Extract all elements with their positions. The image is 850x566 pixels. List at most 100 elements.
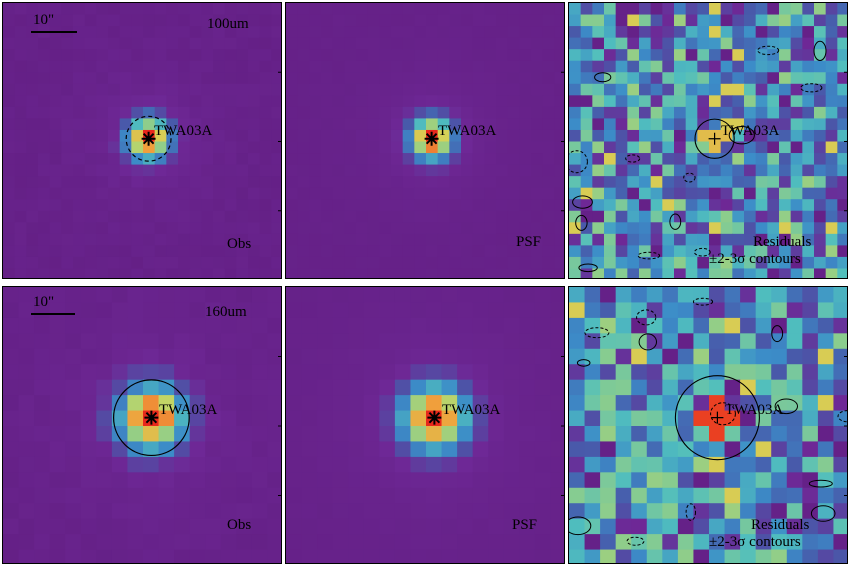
heatmap-cell xyxy=(732,26,745,39)
heatmap-cell xyxy=(259,3,272,16)
heatmap-cell xyxy=(817,364,835,381)
heatmap-cell xyxy=(414,210,427,223)
heatmap-cell xyxy=(426,534,443,551)
heatmap-cell xyxy=(779,245,792,258)
heatmap-cell xyxy=(779,210,792,223)
heatmap-cell xyxy=(580,164,593,177)
heatmap-cell xyxy=(604,245,617,258)
heatmap-cell xyxy=(569,60,582,73)
heatmap-cell xyxy=(259,222,272,235)
heatmap-cell xyxy=(580,49,593,62)
heatmap-cell xyxy=(356,129,369,143)
heatmap-cell xyxy=(414,129,427,143)
heatmap-cell xyxy=(111,333,129,350)
heatmap-cell xyxy=(143,333,160,350)
heatmap-cell xyxy=(111,472,129,489)
heatmap-cell xyxy=(108,118,121,131)
heatmap-cell xyxy=(286,256,299,270)
heatmap-cell xyxy=(650,176,663,189)
heatmap-cell xyxy=(297,222,310,235)
heatmap-cell xyxy=(755,233,768,246)
heatmap-cell xyxy=(49,95,62,108)
heatmap-cell xyxy=(297,164,310,177)
heatmap-cell xyxy=(65,364,82,381)
heatmap-cell xyxy=(379,472,396,489)
heatmap-cell xyxy=(158,287,175,304)
heatmap-cell xyxy=(309,83,322,96)
heatmap-cell xyxy=(426,456,443,473)
heatmap-cell xyxy=(519,106,532,120)
heatmap-cell xyxy=(391,106,404,120)
heatmap-cell xyxy=(677,395,695,412)
heatmap-cell xyxy=(825,164,838,177)
heatmap-cell xyxy=(732,176,745,189)
heatmap-cell xyxy=(332,26,345,39)
heatmap-cell xyxy=(426,379,443,396)
heatmap-cell xyxy=(837,222,847,235)
heatmap-cell xyxy=(662,106,675,120)
heatmap-cell xyxy=(220,518,237,535)
heatmap-cell xyxy=(569,153,582,166)
heatmap-cell xyxy=(108,72,121,85)
heatmap-cell xyxy=(213,141,226,154)
heatmap-cell xyxy=(363,333,380,350)
heatmap-cell xyxy=(554,72,564,85)
heatmap-cell xyxy=(108,222,121,235)
heatmap-cell xyxy=(224,153,237,166)
heatmap-cell xyxy=(363,395,380,412)
heatmap-cell xyxy=(3,3,16,16)
heatmap-cell xyxy=(127,487,144,504)
heatmap-cell xyxy=(363,379,380,396)
heatmap-cell xyxy=(662,410,679,427)
heatmap-cell xyxy=(26,95,39,108)
heatmap-cell xyxy=(426,441,443,458)
heatmap-cell xyxy=(80,426,97,443)
heatmap-cell xyxy=(131,210,144,223)
heatmap-cell xyxy=(709,426,726,443)
heatmap-cell xyxy=(457,441,474,458)
heatmap-cell xyxy=(449,60,462,73)
heatmap-cell xyxy=(259,233,272,246)
heatmap-cell xyxy=(662,199,675,212)
heatmap-cell xyxy=(321,176,334,189)
heatmap-cell xyxy=(410,472,427,489)
heatmap-cell xyxy=(457,503,474,520)
heatmap-cell xyxy=(472,26,485,39)
heatmap-cell xyxy=(600,348,617,365)
heatmap-cell xyxy=(317,410,334,427)
heatmap-cell xyxy=(236,503,253,520)
heatmap-cell xyxy=(441,379,458,396)
heatmap-cell xyxy=(96,60,109,73)
heatmap-cell xyxy=(332,233,345,246)
heatmap-cell xyxy=(166,268,179,278)
heatmap-cell xyxy=(309,72,322,85)
heatmap-cell xyxy=(709,395,726,412)
heatmap-cell xyxy=(344,268,357,278)
heatmap-cell xyxy=(321,60,334,73)
heatmap-cell xyxy=(531,118,544,131)
heatmap-cell xyxy=(569,164,582,177)
heatmap-cell xyxy=(14,164,27,177)
heatmap-cell xyxy=(744,222,757,235)
heatmap-cell xyxy=(49,164,62,177)
heatmap-cell xyxy=(519,287,536,304)
heatmap-cell xyxy=(449,141,462,154)
heatmap-cell xyxy=(96,364,113,381)
heatmap-cell xyxy=(178,26,191,39)
heatmap-cell xyxy=(472,518,489,535)
heatmap-cell xyxy=(779,256,792,270)
heatmap-cell xyxy=(297,233,310,246)
heatmap-cell xyxy=(348,333,365,350)
heatmap-cell xyxy=(592,153,605,166)
heatmap-cell xyxy=(402,268,415,278)
heatmap-cell xyxy=(802,164,815,177)
heatmap-cell xyxy=(143,395,160,412)
heatmap-cell xyxy=(615,233,628,246)
heatmap-cell xyxy=(569,364,586,381)
heatmap-cell xyxy=(496,60,509,73)
heatmap-cell xyxy=(205,395,222,412)
heatmap-cell xyxy=(531,95,544,108)
heatmap-cell xyxy=(84,210,97,223)
heatmap-cell xyxy=(348,302,365,319)
heatmap-cell xyxy=(554,233,564,246)
